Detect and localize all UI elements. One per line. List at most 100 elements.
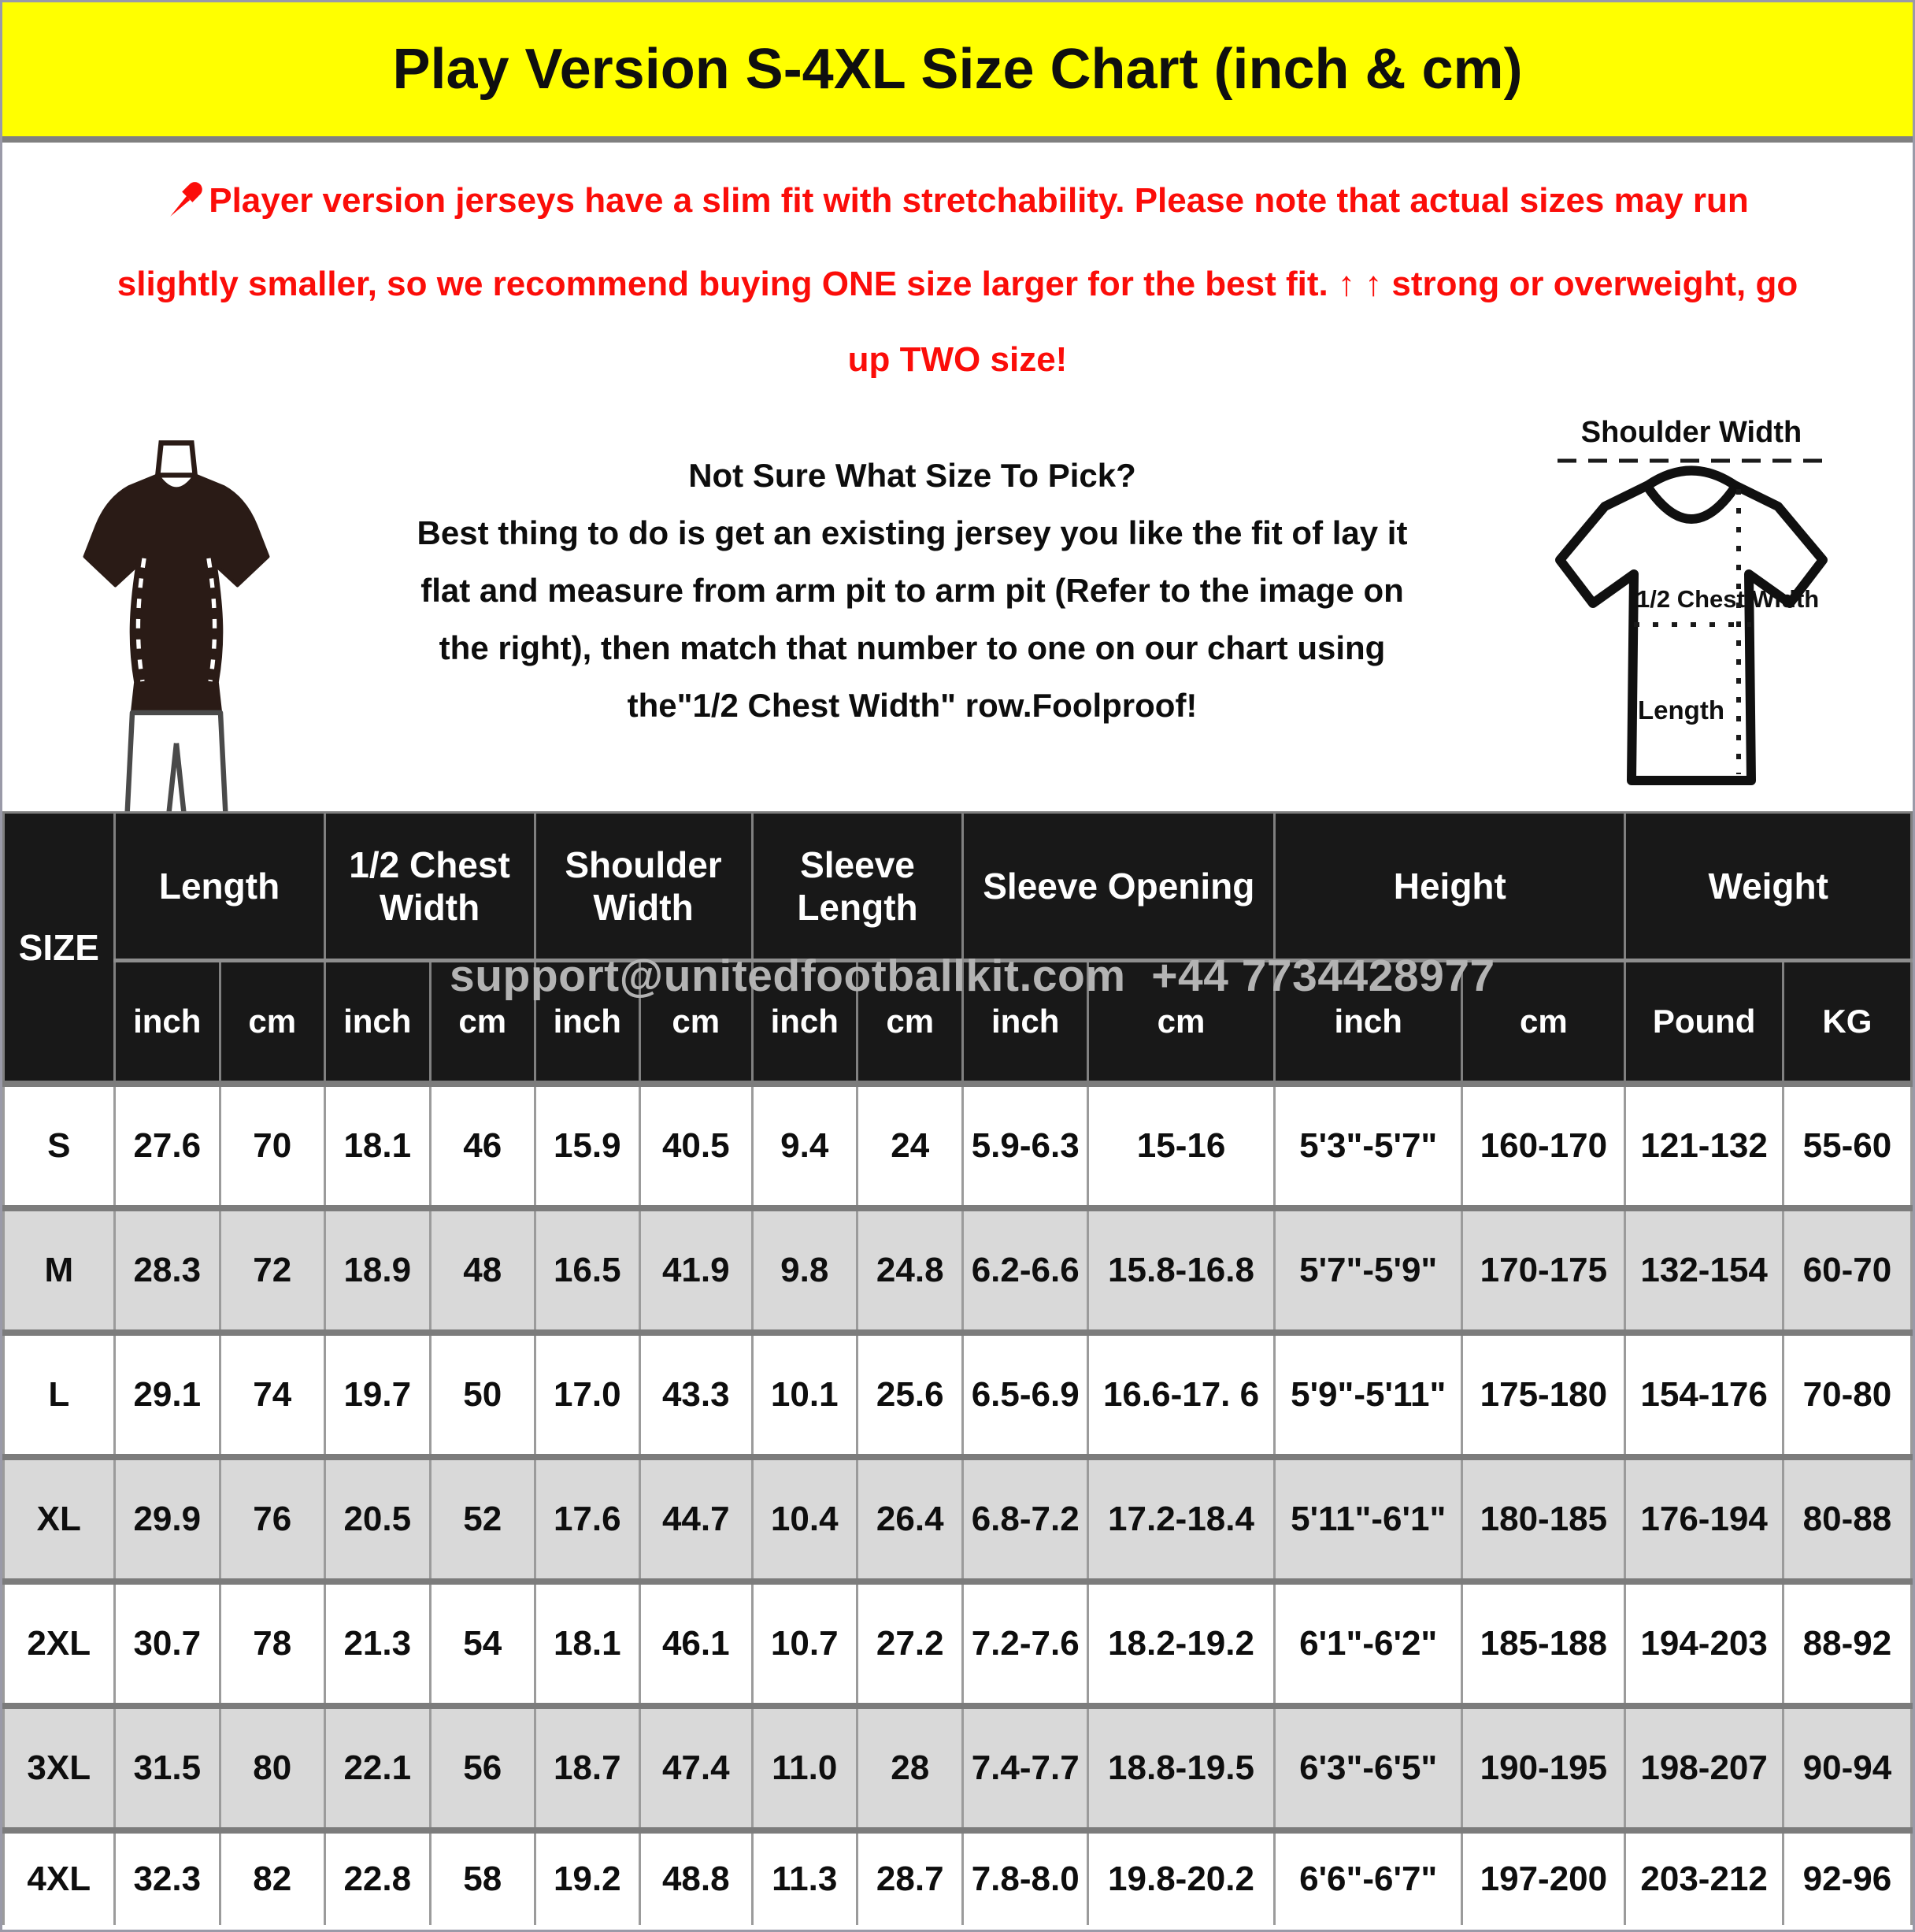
- data-cell: 132-154: [1624, 1205, 1784, 1333]
- data-cell: 6'1"-6'2": [1273, 1578, 1464, 1706]
- data-cell: 80: [219, 1703, 326, 1830]
- advice-line-2: flat and measure from arm pit to arm pit…: [420, 572, 1404, 609]
- data-cell: 54: [429, 1578, 536, 1706]
- data-cell: 24.8: [855, 1205, 965, 1333]
- unit-header: inch: [323, 959, 432, 1085]
- data-cell: 160-170: [1461, 1081, 1627, 1208]
- data-cell: 22.8: [323, 1827, 432, 1925]
- data-cell: 58: [429, 1827, 536, 1925]
- data-cell: 194-203: [1624, 1578, 1784, 1706]
- size-cell: S: [2, 1081, 116, 1208]
- data-cell: 70-80: [1781, 1329, 1913, 1457]
- data-cell: 7.4-7.7: [961, 1703, 1089, 1830]
- size-column-header: SIZE: [2, 811, 116, 1085]
- data-cell: 7.2-7.6: [961, 1578, 1089, 1706]
- table-row-xl: XL 29.9 76 20.5 52 17.6 44.7 10.4 26.4 6…: [2, 1454, 1913, 1582]
- table-row-4xl: 4XL 32.3 82 22.8 58 19.2 48.8 11.3 28.7 …: [2, 1827, 1913, 1925]
- data-cell: 9.4: [750, 1081, 858, 1208]
- data-cell: 78: [219, 1578, 326, 1706]
- data-cell: 43.3: [639, 1329, 754, 1457]
- table-row-3xl: 3XL 31.5 80 22.1 56 18.7 47.4 11.0 28 7.…: [2, 1703, 1913, 1830]
- data-cell: 197-200: [1461, 1827, 1627, 1925]
- data-cell: 72: [219, 1205, 326, 1333]
- data-cell: 48.8: [639, 1827, 754, 1925]
- table-row-2xl: 2XL 30.7 78 21.3 54 18.1 46.1 10.7 27.2 …: [2, 1578, 1913, 1706]
- data-cell: 19.2: [533, 1827, 642, 1925]
- table-row-s: S 27.6 70 18.1 46 15.9 40.5 9.4 24 5.9-6…: [2, 1081, 1913, 1208]
- data-cell: 6'3"-6'5": [1273, 1703, 1464, 1830]
- data-cell: 30.7: [113, 1578, 222, 1706]
- data-cell: 16.5: [533, 1205, 642, 1333]
- data-cell: 6.5-6.9: [961, 1329, 1089, 1457]
- unit-header: cm: [429, 959, 536, 1085]
- data-cell: 6.2-6.6: [961, 1205, 1089, 1333]
- watermark-text: support@unitedfootballkit.com +44 773442…: [450, 951, 1495, 1001]
- data-cell: 185-188: [1461, 1578, 1627, 1706]
- unit-header: Pound: [1624, 959, 1784, 1085]
- data-cell: 74: [219, 1329, 326, 1457]
- size-cell: M: [2, 1205, 116, 1333]
- notice-line-2: slightly smaller, so we recommend buying…: [117, 265, 1798, 303]
- size-cell: 4XL: [2, 1827, 116, 1925]
- group-header-sleeve-opening: Sleeve Opening: [961, 811, 1276, 962]
- data-cell: 21.3: [323, 1578, 432, 1706]
- title-banner: Play Version S-4XL Size Chart (inch & cm…: [2, 2, 1913, 143]
- table-row-m: M 28.3 72 18.9 48 16.5 41.9 9.8 24.8 6.2…: [2, 1205, 1913, 1333]
- data-cell: 55-60: [1781, 1081, 1913, 1208]
- data-cell: 92-96: [1781, 1827, 1913, 1925]
- data-cell: 18.9: [323, 1205, 432, 1333]
- advice-line-4: the"1/2 Chest Width" row.Foolproof!: [627, 687, 1198, 724]
- data-cell: 18.7: [533, 1703, 642, 1830]
- unit-header: cm: [219, 959, 326, 1085]
- data-cell: 6.8-7.2: [961, 1454, 1089, 1582]
- data-cell: 9.8: [750, 1205, 858, 1333]
- data-cell: 10.1: [750, 1329, 858, 1457]
- data-cell: 17.0: [533, 1329, 642, 1457]
- data-cell: 6'6"-6'7": [1273, 1827, 1464, 1925]
- data-cell: 121-132: [1624, 1081, 1784, 1208]
- size-advice-text: Not Sure What Size To Pick? Best thing t…: [346, 410, 1479, 734]
- data-cell: 27.6: [113, 1081, 222, 1208]
- unit-header: inch: [113, 959, 222, 1085]
- unit-header: cm: [855, 959, 965, 1085]
- data-cell: 175-180: [1461, 1329, 1627, 1457]
- unit-header: cm: [639, 959, 754, 1085]
- data-cell: 5'9"-5'11": [1273, 1329, 1464, 1457]
- data-cell: 46.1: [639, 1578, 754, 1706]
- data-cell: 50: [429, 1329, 536, 1457]
- data-cell: 5.9-6.3: [961, 1081, 1089, 1208]
- table-row-l: L 29.1 74 19.7 50 17.0 43.3 10.1 25.6 6.…: [2, 1329, 1913, 1457]
- data-cell: 19.7: [323, 1329, 432, 1457]
- data-cell: 190-195: [1461, 1703, 1627, 1830]
- size-cell: 2XL: [2, 1578, 116, 1706]
- data-cell: 180-185: [1461, 1454, 1627, 1582]
- data-cell: 44.7: [639, 1454, 754, 1582]
- unit-header: cm: [1461, 959, 1627, 1085]
- unit-header: inch: [533, 959, 642, 1085]
- advice-heading: Not Sure What Size To Pick?: [688, 457, 1136, 494]
- table-group-header-row: SIZE Length 1/2 Chest Width Shoulder Wid…: [2, 811, 1913, 1085]
- data-cell: 46: [429, 1081, 536, 1208]
- data-cell: 17.2-18.4: [1086, 1454, 1276, 1582]
- tshirt-measure-diagram: Shoulder Width 1/2 Chest Width Length: [1479, 410, 1908, 808]
- table-unit-header-row: inch cm inch cm inch cm inch cm inch cm …: [4, 959, 1913, 1085]
- data-cell: 18.1: [533, 1578, 642, 1706]
- data-cell: 18.8-19.5: [1086, 1703, 1276, 1830]
- data-cell: 15.8-16.8: [1086, 1205, 1276, 1333]
- data-cell: 41.9: [639, 1205, 754, 1333]
- data-cell: 10.4: [750, 1454, 858, 1582]
- data-cell: 28.3: [113, 1205, 222, 1333]
- group-header-height: Height: [1273, 811, 1627, 962]
- data-cell: 56: [429, 1703, 536, 1830]
- data-cell: 32.3: [113, 1827, 222, 1925]
- length-label: Length: [1638, 695, 1724, 725]
- data-cell: 11.0: [750, 1703, 858, 1830]
- size-cell: XL: [2, 1454, 116, 1582]
- data-cell: 40.5: [639, 1081, 754, 1208]
- shoulder-width-label: Shoulder Width: [1581, 416, 1802, 449]
- data-cell: 29.9: [113, 1454, 222, 1582]
- sizing-guide-section: Slim Fit Not Sure What Size To Pick? Bes…: [2, 406, 1913, 881]
- data-cell: 82: [219, 1827, 326, 1925]
- data-cell: 70: [219, 1081, 326, 1208]
